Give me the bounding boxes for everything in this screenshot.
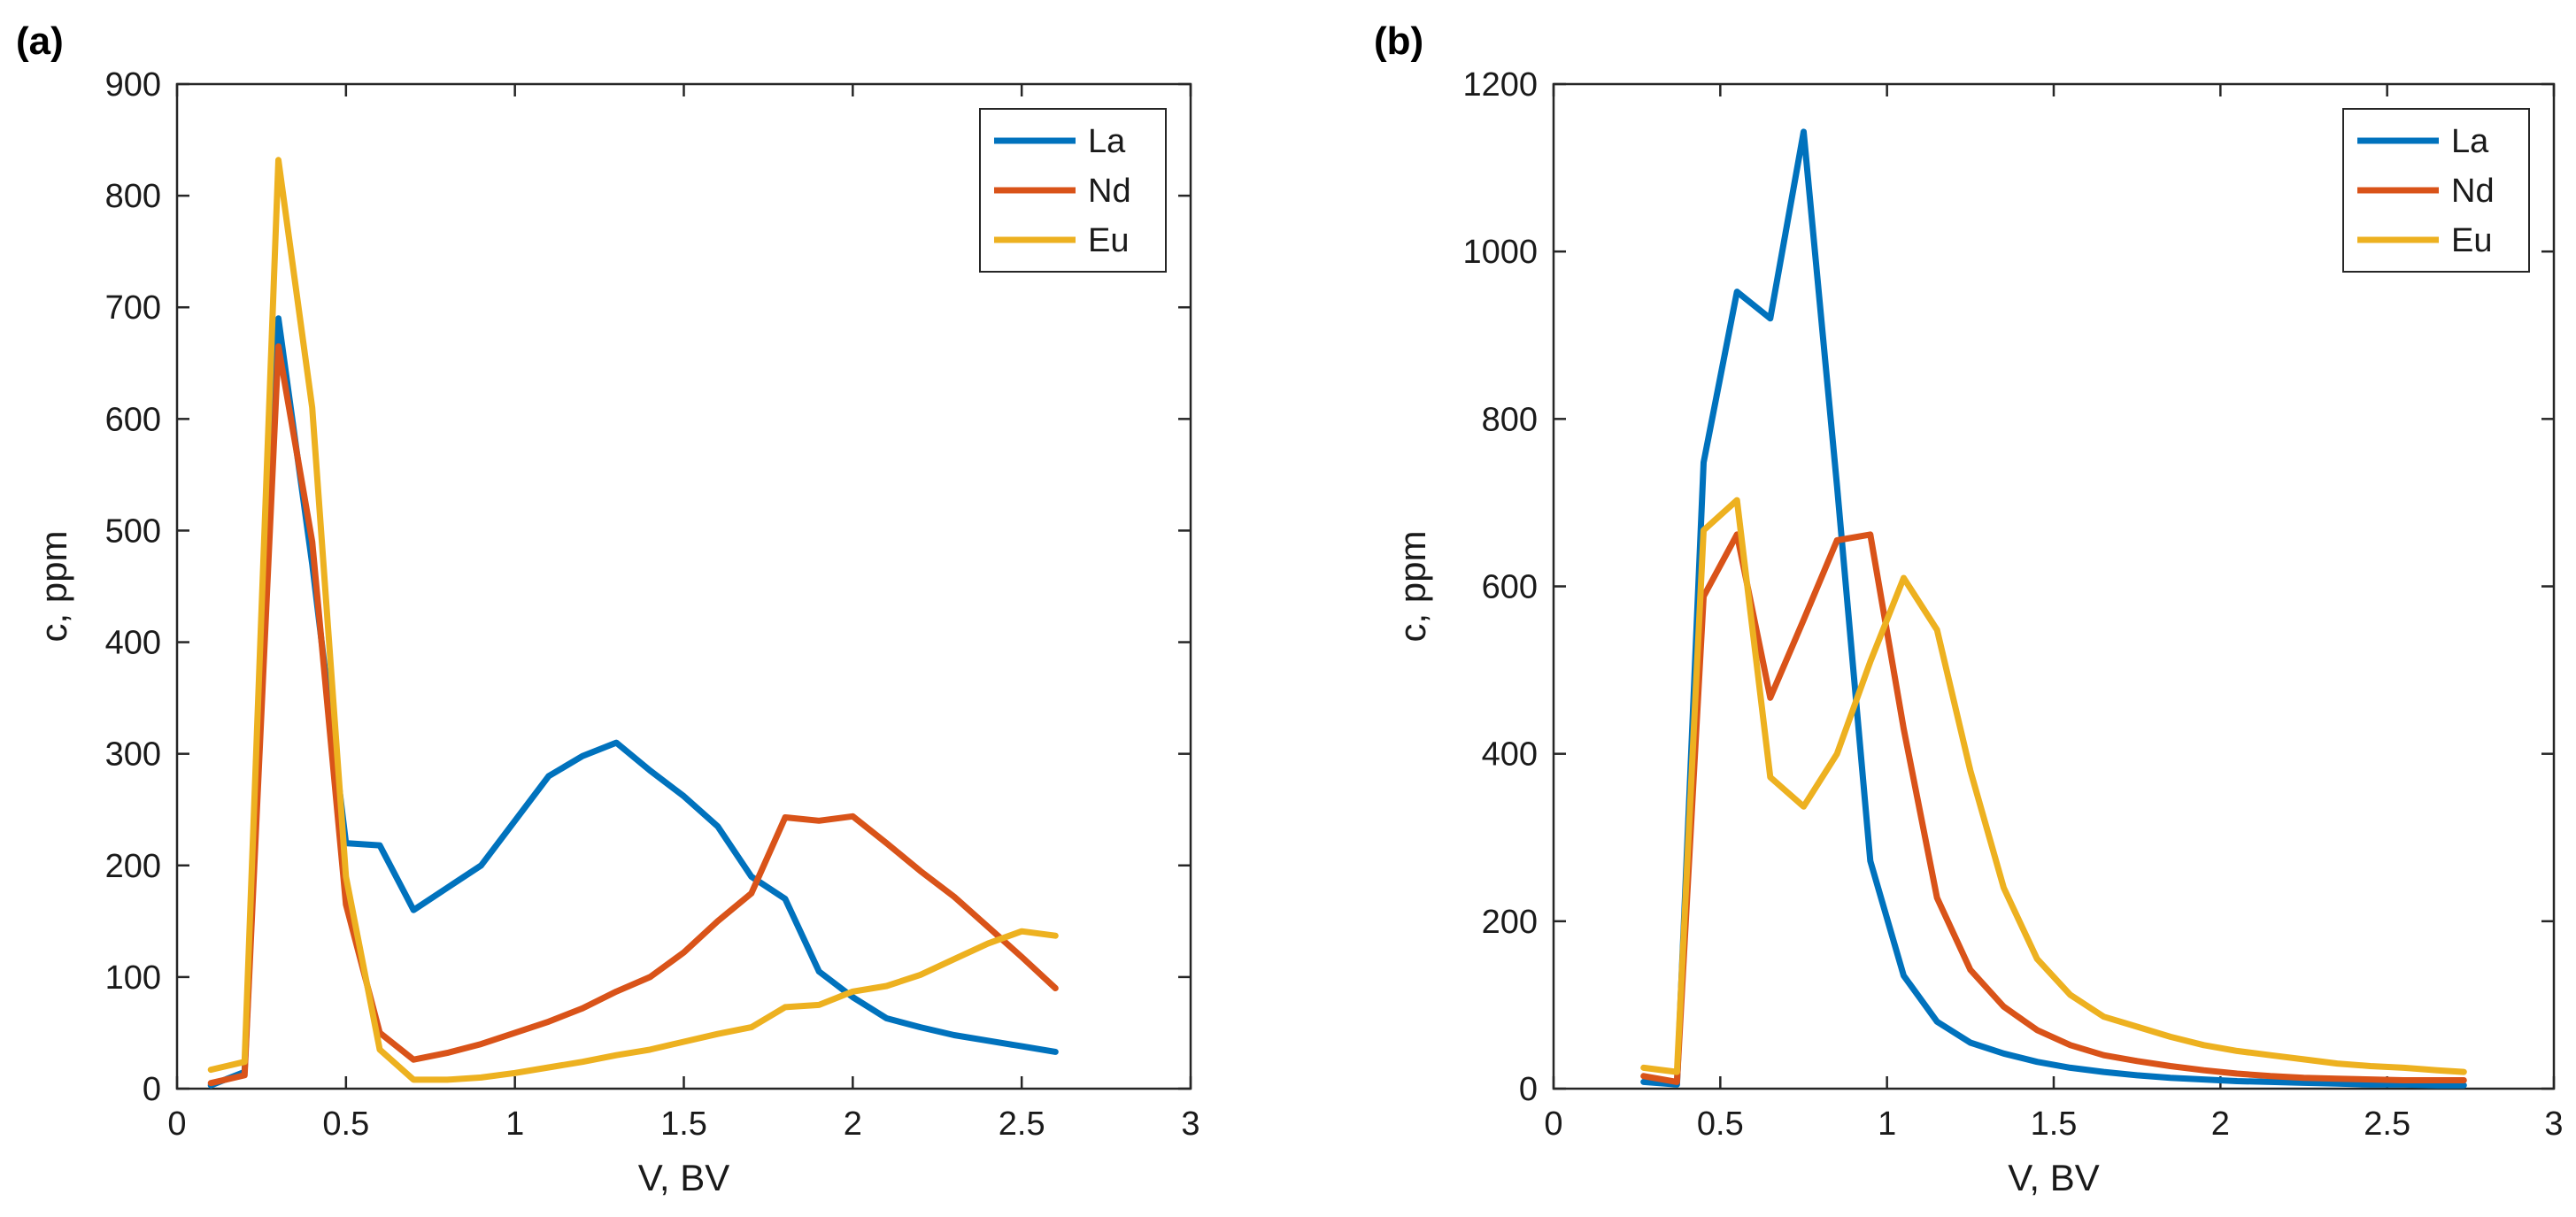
panel-a-legend-label-nd: Nd [1088,173,1131,210]
panel-b-y-tick-label: 400 [1482,736,1538,774]
panel-a-y-tick-label: 100 [105,959,161,997]
panel-a-y-tick-label: 200 [105,848,161,885]
panel-b-y-tick-label: 600 [1482,569,1538,606]
panel-b-x-tick-label: 1 [1878,1105,1896,1143]
panel-b-legend-label-la: La [2451,123,2489,160]
panel-label-a: (a) [16,19,64,63]
panel-b-x-tick-label: 1.5 [2031,1105,2078,1143]
panel-a-y-axis-label: c, ppm [33,530,74,642]
panel-a-y-tick-label: 0 [143,1071,161,1108]
panel-b-legend-label-eu: Eu [2451,222,2492,259]
panel-a-y-tick-label: 300 [105,736,161,774]
panel-a-series-la-line [207,315,1059,1089]
panel-b-legend-label-nd: Nd [2451,173,2495,210]
panel-b-x-tick-label: 0.5 [1697,1105,1744,1143]
panel-a-x-tick-label: 1 [505,1105,524,1143]
panel-b-y-tick-label: 0 [1519,1071,1538,1108]
panel-a-y-tick-label: 900 [105,66,161,104]
panel-a-legend-label-la: La [1088,123,1126,160]
panel-a-legend: La Nd Eu [979,108,1167,273]
panel-b-x-tick-label: 3 [2544,1105,2563,1143]
panel-a-x-axis-label: V, BV [638,1157,730,1198]
panel-a-series-eu-line [207,157,1059,1083]
panel-b-x-tick-label: 2.5 [2364,1105,2410,1143]
panel-label-b: (b) [1374,19,1424,63]
panel-a-y-tick-label: 400 [105,625,161,662]
panel-b-y-tick-label: 200 [1482,904,1538,941]
panel-b-x-axis-label: V, BV [2008,1157,2100,1198]
panel-b-x-tick-label: 0 [1544,1105,1562,1143]
panel-a-series-nd-line [207,343,1059,1087]
panel-a-x-tick-label: 3 [1181,1105,1199,1143]
panel-b-legend: La Nd Eu [2342,108,2530,273]
panel-b-series-la-line [1640,128,2467,1089]
panel-a-x-tick-label: 0.5 [322,1105,369,1143]
panel-a: 0 0.5 1 1.5 2 2.5 3 0 100 200 300 400 500 600 700 800 90… [33,66,1200,1198]
panel-b-y-tick-label: 800 [1482,401,1538,438]
panel-b-y-axis-label: c, ppm [1392,530,1433,642]
panel-b-x-tick-label: 2 [2211,1105,2230,1143]
panel-a-y-tick-label: 700 [105,289,161,327]
panel-b-series-nd-line [1640,531,2467,1085]
panel-a-legend-label-eu: Eu [1088,222,1129,259]
panel-a-y-tick-label: 500 [105,512,161,550]
panel-a-x-tick-label: 2.5 [999,1105,1045,1143]
panel-a-x-tick-label: 2 [844,1105,862,1143]
panel-a-y-tick-label: 600 [105,401,161,438]
panel-a-x-tick-label: 1.5 [660,1105,707,1143]
panel-b-y-tick-label: 1200 [1462,66,1538,104]
panel-a-y-tick-label: 800 [105,178,161,215]
panel-b-y-tick-label: 1000 [1462,234,1538,271]
panel-b-series-eu-line [1640,497,2467,1075]
panel-b: 0 0.5 1 1.5 2 2.5 3 0 200 400 600 800 1000 1200 V, BV c… [1392,66,2564,1198]
panel-a-x-tick-label: 0 [167,1105,186,1143]
